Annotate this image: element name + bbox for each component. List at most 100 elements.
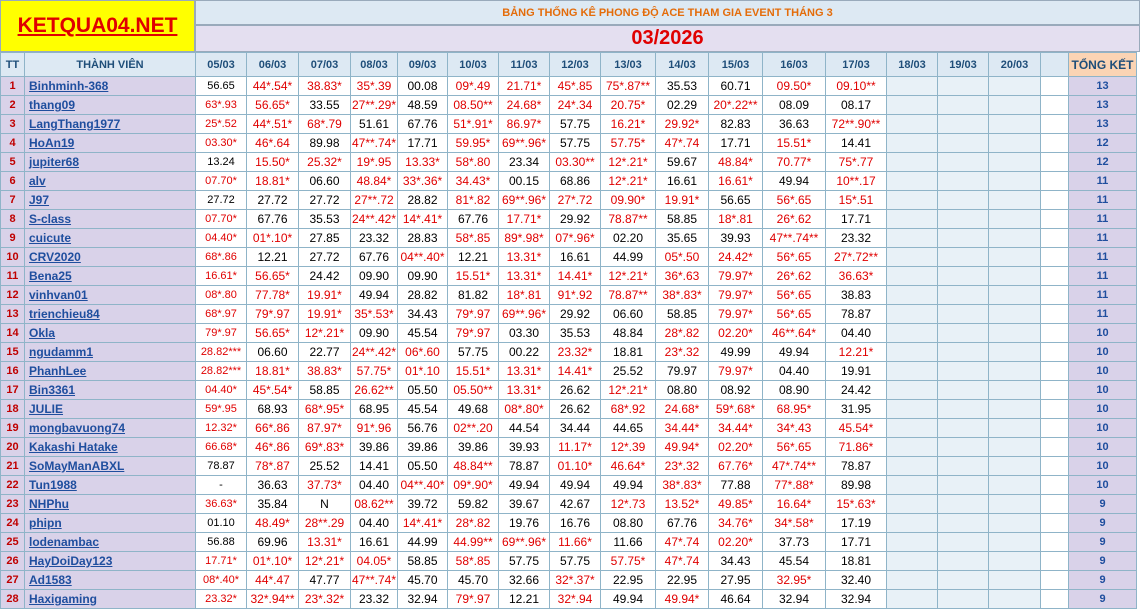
score-cell: 12*.21* <box>600 152 656 172</box>
row-number: 9 <box>0 228 25 248</box>
score-cell: 66.68* <box>195 437 247 457</box>
score-cell: - <box>195 475 247 495</box>
table-row: 8 S-class 07.70* 67.76 35.53 24**.42* 14*.41* 6… <box>0 209 1137 229</box>
row-number: 1 <box>0 76 25 96</box>
member-name: mongbavuong74 <box>24 418 196 438</box>
score-cell: 13.24 <box>195 152 247 172</box>
empty-cell <box>1040 551 1069 571</box>
score-cell: 12.32* <box>195 418 247 438</box>
score-cell: 34*.43 <box>762 418 826 438</box>
score-cell: 57.75* <box>350 361 398 381</box>
empty-cell <box>1040 304 1069 324</box>
empty-cell <box>1040 247 1069 267</box>
score-cell: 32.94 <box>762 589 826 609</box>
score-cell: 27*.72 <box>549 190 601 210</box>
score-cell: 56.65* <box>246 266 299 286</box>
table-row: 9 cuicute 04.40* 01*.10* 27.85 23.32 28.83 58*.… <box>0 228 1137 248</box>
score-cell: 78.87** <box>600 209 656 229</box>
score-cell: 89*.98* <box>498 228 550 248</box>
score-cell: 32*.94** <box>246 589 299 609</box>
score-cell: 78*.87 <box>246 456 299 476</box>
score-cell: 49.94 <box>600 475 656 495</box>
score-cell: 18.81 <box>600 342 656 362</box>
score-cell: 35.53 <box>298 209 351 229</box>
empty-cell <box>1040 418 1069 438</box>
total-cell: 10 <box>1068 323 1137 343</box>
empty-cell <box>1040 380 1069 400</box>
score-cell: 91*.96 <box>350 418 398 438</box>
row-number: 24 <box>0 513 25 533</box>
score-cell: 24**.42* <box>350 342 398 362</box>
score-cell: 49.94 <box>549 475 601 495</box>
score-cell: 49.94 <box>350 285 398 305</box>
score-cell: 04.40 <box>825 323 887 343</box>
empty-cell <box>937 456 989 476</box>
header-cell: 08/03 <box>350 52 398 77</box>
score-cell: 32.40 <box>825 570 887 590</box>
score-cell: 57.75 <box>549 133 601 153</box>
score-cell: 69**.96* <box>498 304 550 324</box>
total-cell: 10 <box>1068 418 1137 438</box>
score-cell: 60.71 <box>708 76 763 96</box>
score-cell: 03.30* <box>195 133 247 153</box>
empty-cell <box>988 76 1041 96</box>
score-cell: 04.40 <box>350 475 398 495</box>
score-cell: 56.65 <box>195 76 247 96</box>
score-cell: 14*.41* <box>397 209 448 229</box>
score-cell: 51.61 <box>350 114 398 134</box>
empty-cell <box>886 209 938 229</box>
score-cell: 04.40* <box>195 380 247 400</box>
empty-cell <box>1040 95 1069 115</box>
score-cell: 17.71 <box>825 532 887 552</box>
score-cell: 45.70 <box>447 570 499 590</box>
score-cell: 02.20* <box>708 532 763 552</box>
score-cell: 27*.72** <box>825 247 887 267</box>
score-cell: 48.84* <box>708 152 763 172</box>
empty-cell <box>988 133 1041 153</box>
score-cell: 39.86 <box>447 437 499 457</box>
score-cell: 13.33* <box>397 152 448 172</box>
score-cell: 02**.20 <box>447 418 499 438</box>
table-row: 13 trienchieu84 68*.97 79*.97 19.91* 35*.53* 3… <box>0 304 1137 324</box>
row-number: 12 <box>0 285 25 305</box>
score-cell: 36*.63 <box>655 266 709 286</box>
score-cell: 09.90 <box>397 266 448 286</box>
score-cell: 26.62** <box>350 380 398 400</box>
score-cell: 68*.86 <box>195 247 247 267</box>
row-number: 17 <box>0 380 25 400</box>
empty-cell <box>937 190 989 210</box>
empty-cell <box>937 304 989 324</box>
score-cell: 75*.77 <box>825 152 887 172</box>
empty-cell <box>988 475 1041 495</box>
score-cell: 79*.97 <box>447 589 499 609</box>
score-cell: 23.32* <box>549 342 601 362</box>
total-cell: 10 <box>1068 456 1137 476</box>
score-cell: 08*.80* <box>498 399 550 419</box>
empty-cell <box>937 152 989 172</box>
score-cell: 27.72 <box>298 247 351 267</box>
empty-cell <box>937 114 989 134</box>
table-row: 5 jupiter68 13.24 15.50* 25.32* 19*.95 13.33* 5… <box>0 152 1137 172</box>
score-table: TT THÀNH VIÊN 05/03 06/03 07/03 08/03 09/03 10/… <box>0 52 1137 609</box>
score-cell: 13.31* <box>498 361 550 381</box>
table-row: 4 HoAn19 03.30* 46*.64 89.98 47**.74* 17.71 59.… <box>0 133 1137 153</box>
score-cell: 08*.40* <box>195 570 247 590</box>
score-cell: 32.94 <box>825 589 887 609</box>
empty-cell <box>937 418 989 438</box>
score-cell: 15.51* <box>447 266 499 286</box>
empty-cell <box>1040 456 1069 476</box>
score-cell: 79.97* <box>708 304 763 324</box>
member-name: JULIE <box>24 399 196 419</box>
empty-cell <box>886 152 938 172</box>
score-cell: 23.32 <box>350 228 398 248</box>
score-cell: 78.87 <box>825 304 887 324</box>
score-cell: 24.68* <box>655 399 709 419</box>
score-cell: 32.94 <box>397 589 448 609</box>
empty-cell <box>1040 532 1069 552</box>
table-row: 10 CRV2020 68*.86 12.21 27.72 67.76 04**.40* 12… <box>0 247 1137 267</box>
score-cell: 56*.65 <box>762 437 826 457</box>
score-cell: 24.42* <box>708 247 763 267</box>
row-number: 20 <box>0 437 25 457</box>
empty-cell <box>886 589 938 609</box>
score-cell: 56.76 <box>397 418 448 438</box>
